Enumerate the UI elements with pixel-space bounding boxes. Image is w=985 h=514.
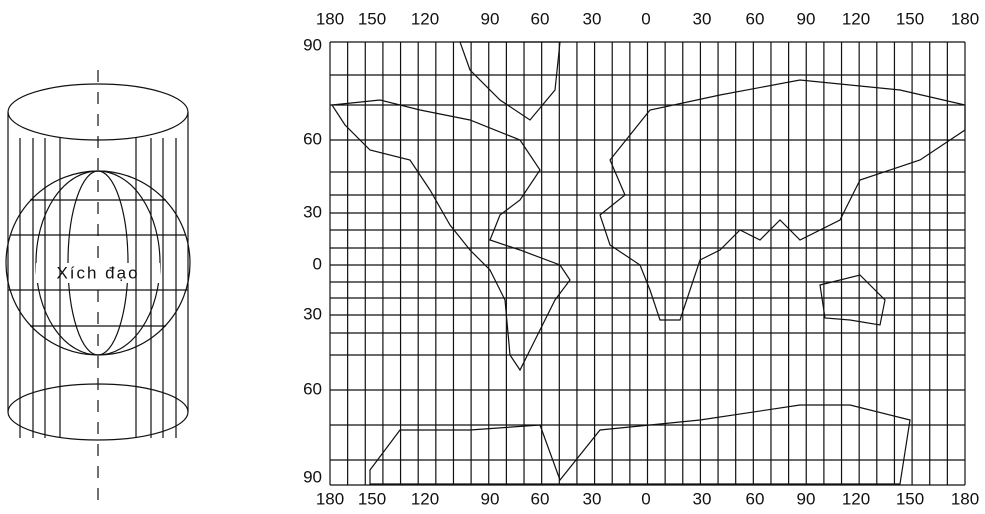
latitude-label: 60 bbox=[303, 379, 322, 398]
eurasia-africa bbox=[599, 79, 966, 321]
top-longitude-label: 150 bbox=[358, 9, 386, 28]
world-map bbox=[329, 41, 966, 486]
top-longitude-label: 0 bbox=[641, 9, 650, 28]
bottom-longitude-label: 60 bbox=[746, 489, 765, 508]
top-longitude-label: 60 bbox=[531, 9, 550, 28]
bottom-longitude-label: 150 bbox=[896, 489, 924, 508]
bottom-longitude-label: 180 bbox=[951, 489, 979, 508]
equator-label: Xích đạo bbox=[56, 263, 139, 282]
bottom-longitude-label: 150 bbox=[358, 489, 386, 508]
top-longitude-label: 90 bbox=[481, 9, 500, 28]
latitude-label: 30 bbox=[303, 304, 322, 323]
antarctica bbox=[369, 404, 911, 485]
top-longitude-label: 30 bbox=[583, 9, 602, 28]
greenland bbox=[459, 41, 561, 121]
bottom-longitude-label: 0 bbox=[641, 489, 650, 508]
latitude-label: 0 bbox=[313, 254, 322, 273]
bottom-longitude-label: 90 bbox=[481, 489, 500, 508]
bottom-longitude-label: 30 bbox=[693, 489, 712, 508]
bottom-longitude-label: 180 bbox=[316, 489, 344, 508]
cylinder-diagram: Xích đạo bbox=[5, 70, 191, 500]
label-bg bbox=[36, 263, 160, 283]
bottom-longitude-label: 120 bbox=[842, 489, 870, 508]
top-longitude-label: 90 bbox=[797, 9, 816, 28]
top-longitude-label: 60 bbox=[746, 9, 765, 28]
latitude-label: 30 bbox=[303, 202, 322, 221]
top-longitude-label: 120 bbox=[842, 9, 870, 28]
top-longitude-label: 120 bbox=[411, 9, 439, 28]
latitude-label: 90 bbox=[303, 35, 322, 54]
bottom-longitude-label: 60 bbox=[531, 489, 550, 508]
bottom-longitude-label: 90 bbox=[797, 489, 816, 508]
latitude-label: 60 bbox=[303, 129, 322, 148]
top-longitude-label: 150 bbox=[896, 9, 924, 28]
bottom-longitude-label: 30 bbox=[583, 489, 602, 508]
top-longitude-label: 180 bbox=[951, 9, 979, 28]
top-longitude-label: 30 bbox=[693, 9, 712, 28]
bottom-longitude-label: 120 bbox=[411, 489, 439, 508]
australia bbox=[819, 274, 886, 326]
top-longitude-label: 180 bbox=[316, 9, 344, 28]
latitude-label: 90 bbox=[303, 467, 322, 486]
